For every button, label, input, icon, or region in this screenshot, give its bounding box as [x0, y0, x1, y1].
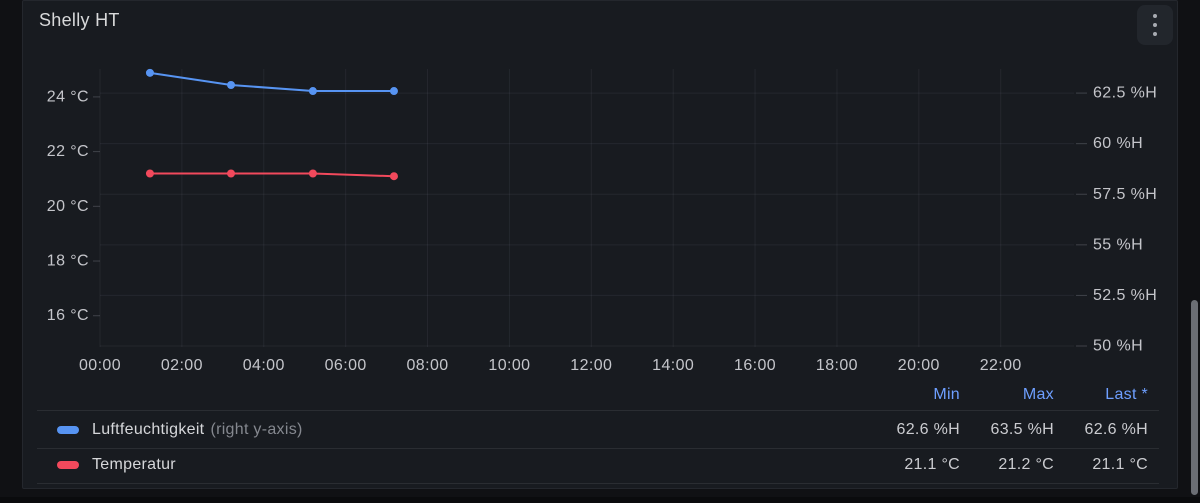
x-axis-tick-label: 10:00	[488, 357, 530, 374]
data-point[interactable]	[389, 87, 398, 96]
y-axis-left-tick-label: 16 °C	[47, 307, 89, 324]
legend-value-last: 62.6 %H	[1084, 421, 1148, 438]
y-axis-left-tick-label: 24 °C	[47, 88, 89, 105]
window-bottom-edge	[0, 497, 1200, 503]
data-point[interactable]	[145, 68, 154, 77]
series-swatch-humidity[interactable]	[57, 426, 79, 434]
x-axis-tick-label: 04:00	[243, 357, 285, 374]
x-axis-tick-label: 18:00	[816, 357, 858, 374]
x-axis-tick-label: 14:00	[652, 357, 694, 374]
series-line-temperatur	[148, 172, 395, 178]
legend-column-last[interactable]: Last *	[1105, 386, 1148, 403]
kebab-vertical-icon	[1153, 14, 1157, 18]
panel-menu-button[interactable]	[1137, 5, 1173, 45]
legend-value-max: 21.2 °C	[998, 456, 1054, 473]
legend-divider	[37, 410, 1159, 411]
y-axis-right-tick-label: 52.5 %H	[1093, 287, 1157, 304]
x-axis-tick-label: 16:00	[734, 357, 776, 374]
x-axis-tick-label: 08:00	[407, 357, 449, 374]
series-line-luftfeuchtigkeit	[148, 71, 395, 93]
legend-header-row: Min Max Last *	[57, 384, 1148, 406]
legend-column-min[interactable]: Min	[933, 386, 960, 403]
data-point[interactable]	[227, 169, 236, 178]
series-swatch-temperature[interactable]	[57, 461, 79, 469]
legend-value-min: 21.1 °C	[904, 456, 960, 473]
kebab-vertical-icon	[1153, 23, 1157, 27]
panel-title[interactable]: Shelly HT	[39, 10, 120, 30]
legend-column-max[interactable]: Max	[1022, 386, 1054, 403]
y-axis-right-tick-label: 50 %H	[1093, 338, 1143, 355]
data-point[interactable]	[389, 172, 398, 181]
y-axis-right-tick-label: 57.5 %H	[1093, 186, 1157, 203]
y-axis-right-tick-label: 62.5 %H	[1093, 85, 1157, 102]
series-label-temperature[interactable]: Temperatur	[92, 456, 866, 474]
legend-divider	[37, 483, 1159, 484]
y-axis-left-tick-label: 18 °C	[47, 253, 89, 270]
kebab-vertical-icon	[1153, 32, 1157, 36]
x-axis-tick-label: 20:00	[898, 357, 940, 374]
series-label-humidity[interactable]: Luftfeuchtigkeit (right y-axis)	[92, 421, 866, 439]
legend-value-max: 63.5 %H	[990, 421, 1054, 438]
series-axis-note: (right y-axis)	[210, 421, 303, 438]
data-point[interactable]	[227, 80, 236, 89]
data-point[interactable]	[145, 169, 154, 178]
legend-value-min: 62.6 %H	[896, 421, 960, 438]
y-axis-right-tick-label: 55 %H	[1093, 236, 1143, 253]
page-scrollbar-thumb[interactable]	[1191, 300, 1198, 495]
data-point[interactable]	[308, 169, 317, 178]
y-axis-left-tick-label: 20 °C	[47, 198, 89, 215]
legend-value-last: 21.1 °C	[1092, 456, 1148, 473]
y-axis-left-tick-label: 22 °C	[47, 143, 89, 160]
x-axis-tick-label: 00:00	[79, 357, 121, 374]
x-axis-tick-label: 06:00	[325, 357, 367, 374]
series-name: Temperatur	[92, 456, 176, 473]
series-name: Luftfeuchtigkeit	[92, 421, 205, 438]
legend-row-luftfeuchtigkeit: Luftfeuchtigkeit (right y-axis) 62.6 %H …	[57, 419, 1148, 441]
data-point[interactable]	[308, 87, 317, 96]
x-axis-tick-label: 12:00	[570, 357, 612, 374]
legend-row-temperatur: Temperatur 21.1 °C 21.2 °C 21.1 °C	[57, 454, 1148, 476]
grafana-panel: Shelly HT 24 °C 22 °C 20 °C 18 °C 16 °C 62.5 …	[22, 0, 1178, 489]
y-axis-right-tick-label: 60 %H	[1093, 135, 1143, 152]
x-axis-tick-label: 22:00	[980, 357, 1022, 374]
chart-canvas[interactable]: 24 °C 22 °C 20 °C 18 °C 16 °C 62.5 %H 60 %H 57.…	[23, 1, 1179, 490]
legend-divider	[37, 448, 1159, 449]
x-axis-tick-label: 02:00	[161, 357, 203, 374]
